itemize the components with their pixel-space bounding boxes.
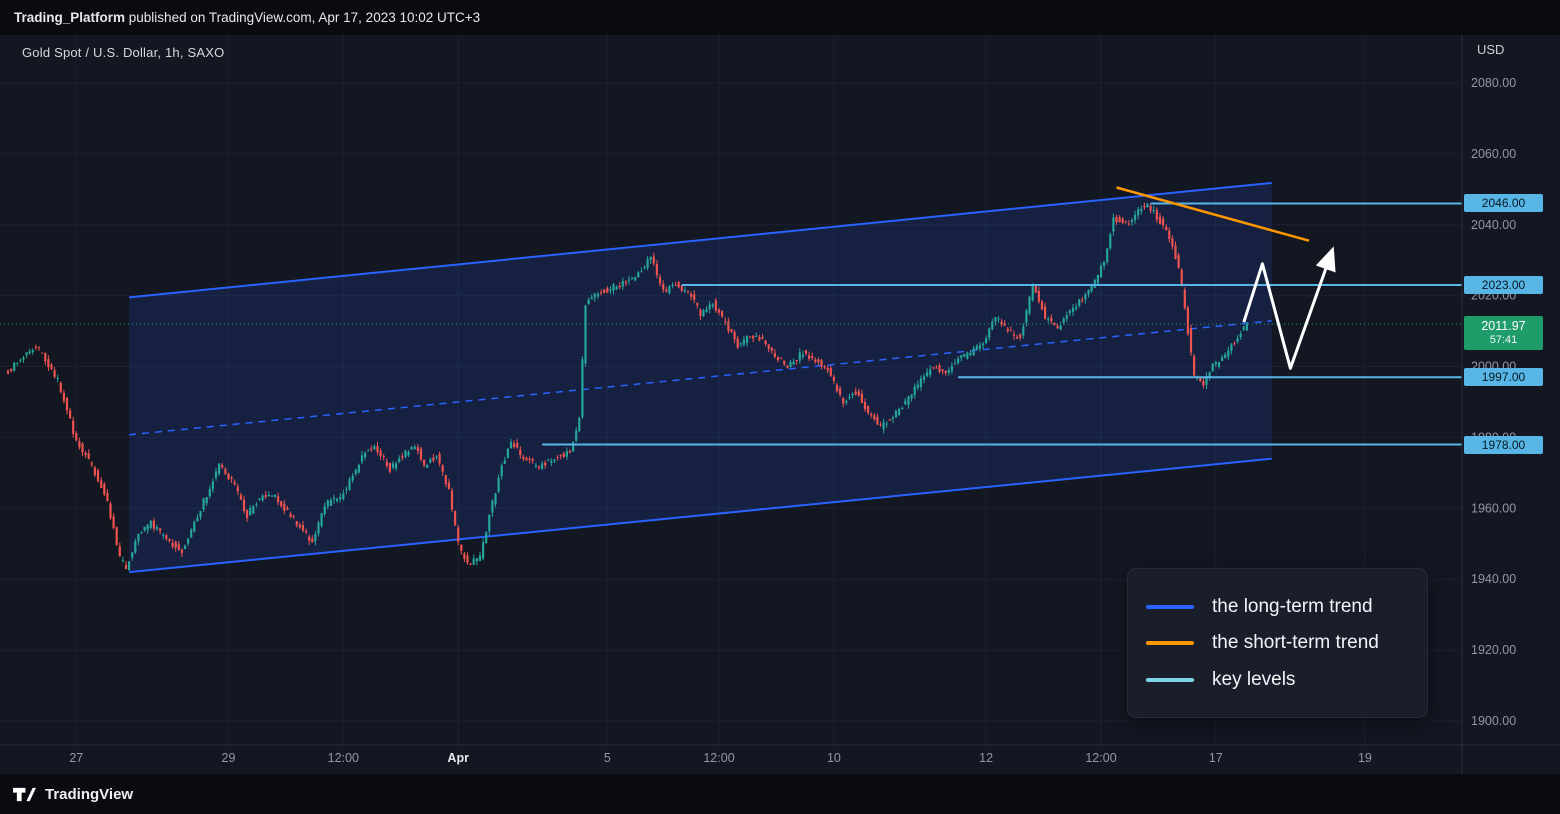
key-level-badge: 1997.00 — [1464, 368, 1543, 386]
svg-text:17: 17 — [1209, 751, 1223, 765]
short-term-trend-swatch-icon — [1146, 641, 1194, 645]
svg-text:29: 29 — [222, 751, 236, 765]
projection-arrow[interactable] — [1242, 246, 1336, 370]
published-info: published on TradingView.com, Apr 17, 20… — [125, 10, 481, 25]
publisher-name: Trading_Platform — [14, 10, 126, 25]
short-term-trend-line[interactable] — [1116, 186, 1310, 242]
svg-text:12:00: 12:00 — [328, 751, 359, 765]
time-axis-labels[interactable]: 27 29 12:00 Apr 5 12:00 10 12 12:00 17 19 — [69, 751, 1372, 765]
current-price-value: 2011.97 — [1481, 318, 1526, 333]
price-axis-labels[interactable]: 1900.001920.001940.001960.001980.002000.… — [1471, 76, 1516, 728]
svg-text:27: 27 — [69, 751, 83, 765]
legend-row-short-term: the short-term trend — [1146, 632, 1427, 654]
svg-text:12:00: 12:00 — [703, 751, 734, 765]
svg-text:5: 5 — [604, 751, 611, 765]
long-term-trend-swatch-icon — [1146, 604, 1194, 609]
svg-text:Apr: Apr — [447, 751, 469, 765]
chart-area: 1900.001920.001940.001960.001980.002000.… — [0, 35, 1560, 774]
axis-currency-label: USD — [1477, 42, 1505, 57]
svg-text:1940.00: 1940.00 — [1471, 572, 1516, 586]
tradingview-logo-icon[interactable] — [13, 784, 36, 805]
svg-text:1920.00: 1920.00 — [1471, 643, 1516, 657]
svg-text:2080.00: 2080.00 — [1471, 76, 1516, 90]
grid-lines — [0, 35, 1462, 745]
symbol-title: Gold Spot / U.S. Dollar, 1h, SAXO — [22, 45, 225, 60]
key-level-badge: 2046.00 — [1464, 194, 1543, 212]
candlestick-series — [6, 202, 1248, 571]
footer-brand[interactable]: TradingView — [45, 785, 134, 803]
long-term-trend-channel[interactable] — [129, 181, 1272, 574]
key-level-badge: 1978.00 — [1464, 436, 1543, 454]
key-level-lines[interactable] — [542, 202, 1462, 446]
footer: TradingView — [0, 774, 1560, 814]
current-price-badge: 2011.97 57:41 — [1464, 316, 1543, 350]
chart-legend: the long-term trend the short-term trend… — [1127, 568, 1428, 718]
svg-text:1900.00: 1900.00 — [1471, 714, 1516, 728]
svg-text:12:00: 12:00 — [1085, 751, 1116, 765]
svg-text:2040.00: 2040.00 — [1471, 218, 1516, 232]
svg-text:19: 19 — [1358, 751, 1372, 765]
svg-text:12: 12 — [979, 751, 993, 765]
legend-row-key-levels: key levels — [1146, 669, 1427, 691]
svg-text:1960.00: 1960.00 — [1471, 501, 1516, 515]
header: Trading_Platform published on TradingVie… — [0, 0, 1560, 35]
legend-row-long-term: the long-term trend — [1146, 596, 1427, 618]
key-level-badge: 2023.00 — [1464, 276, 1543, 294]
chart-canvas[interactable]: 1900.001920.001940.001960.001980.002000.… — [0, 35, 1560, 774]
legend-label: key levels — [1212, 668, 1296, 690]
key-levels-swatch-icon — [1146, 677, 1194, 682]
legend-label: the short-term trend — [1212, 632, 1379, 653]
svg-text:2060.00: 2060.00 — [1471, 147, 1516, 161]
bar-countdown: 57:41 — [1489, 333, 1518, 346]
legend-label: the long-term trend — [1212, 595, 1373, 617]
svg-text:10: 10 — [827, 751, 841, 765]
